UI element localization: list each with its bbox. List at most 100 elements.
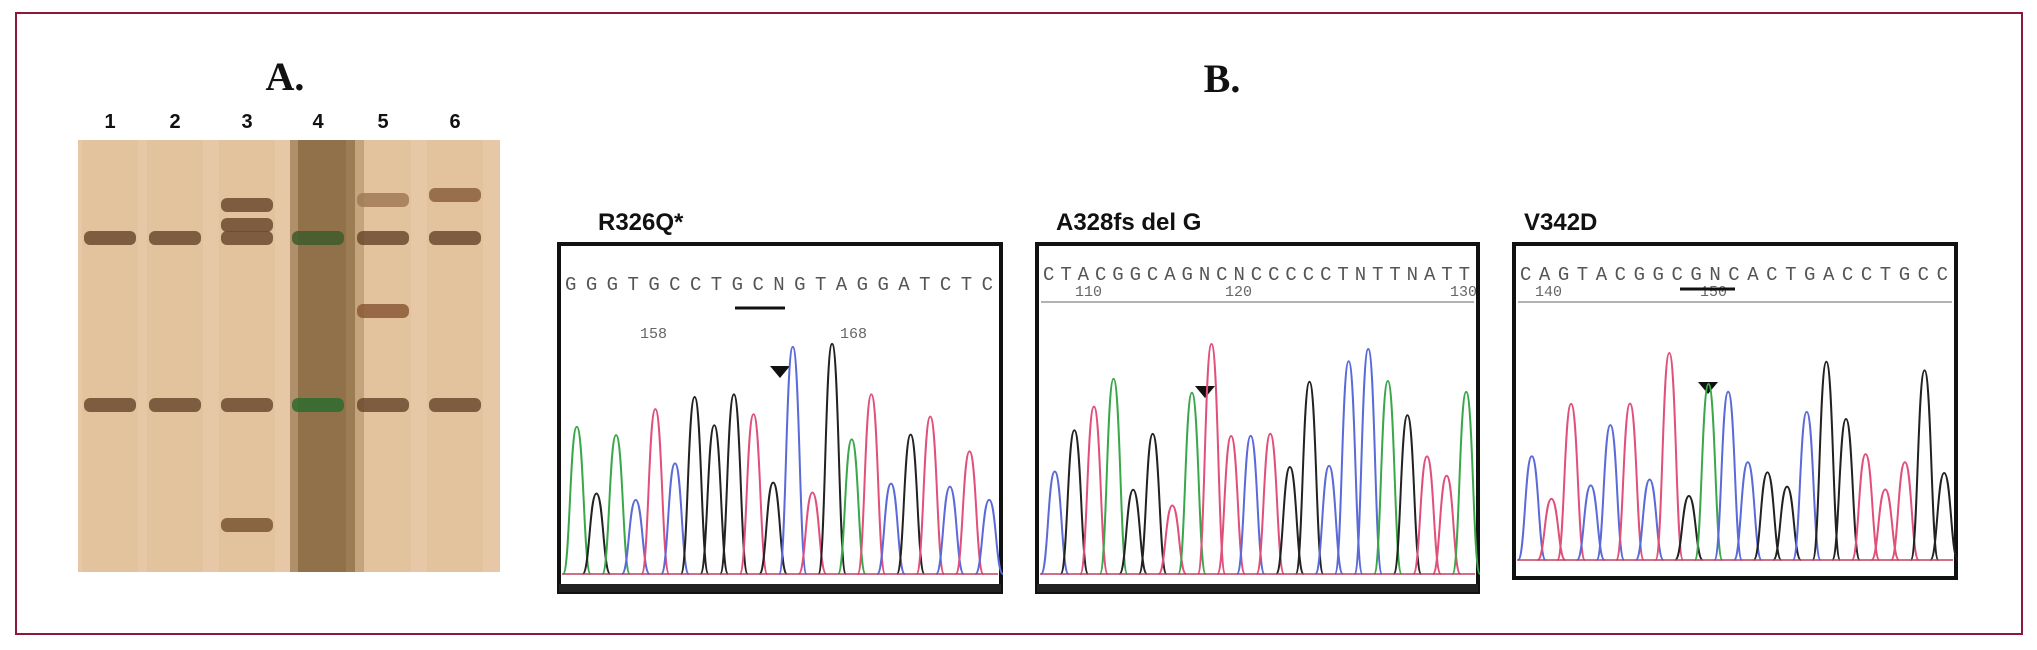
trace-title: A328fs del G [1056, 209, 1201, 236]
gel-band [221, 231, 273, 245]
lane-label: 2 [169, 111, 180, 133]
trace-peak [1059, 429, 1090, 575]
trace-peak [1177, 391, 1207, 575]
trace-sequence: CTACGGCAGNCNCCCCCTNTTNATT [1043, 264, 1472, 286]
gel-band [357, 231, 409, 245]
trace-peak [1654, 352, 1684, 561]
gel-band [84, 231, 136, 245]
trace-peak [1811, 360, 1842, 561]
trace-frame [1512, 242, 1958, 580]
trace-position: 130 [1450, 284, 1477, 301]
gel-band [429, 231, 481, 245]
trace-title: R326Q* [598, 209, 684, 236]
trace-peak [974, 498, 1004, 575]
trace-peak [1556, 402, 1586, 561]
gel-band [221, 398, 273, 412]
trace-peak [778, 345, 808, 575]
trace-position: 150 [1700, 284, 1727, 301]
gel-band [357, 398, 409, 412]
trace-peak [1392, 414, 1423, 575]
trace-peak [1451, 390, 1481, 575]
trace-peak [1792, 410, 1822, 561]
lane-streak [147, 140, 203, 572]
lane-label: 5 [377, 111, 388, 133]
mutation-arrow [1698, 382, 1718, 394]
gel-band [357, 193, 409, 207]
gel-band [292, 231, 344, 245]
trace-peak [719, 393, 749, 575]
gel-band [221, 518, 273, 532]
lane-streak [290, 140, 346, 572]
trace-peak [679, 395, 710, 575]
trace-position: 110 [1075, 284, 1102, 301]
trace-sequence: CAGTACGGCGNCACTGACCTGCC [1520, 264, 1950, 286]
gel-band [292, 398, 344, 412]
trace-title: V342D [1524, 209, 1597, 236]
trace-peak [1929, 472, 1959, 561]
trace-peak [1098, 377, 1129, 575]
lane-streak [355, 140, 411, 572]
trace-peak [1752, 471, 1783, 561]
trace-peak [895, 433, 926, 575]
trace-position: 120 [1225, 284, 1252, 301]
trace-peak [699, 424, 729, 575]
trace-peak [1138, 432, 1168, 575]
trace-peak [1517, 455, 1547, 561]
trace-peak [1196, 342, 1227, 575]
trace-sequence: GGGTGCCTGCNGTAGGATCTC [565, 274, 995, 296]
trace-peak [1595, 424, 1626, 561]
trace-peak [1713, 390, 1743, 561]
gel-band [149, 231, 201, 245]
trace-peak [1909, 369, 1940, 561]
trace-peak [1294, 380, 1325, 575]
panel-a-label: A. [266, 54, 305, 99]
trace-peak [1373, 379, 1403, 575]
mutation-arrow [1195, 386, 1215, 398]
trace-peak [1831, 417, 1861, 561]
gel-band [357, 304, 409, 318]
trace-peak [1850, 453, 1881, 561]
figure-border [15, 12, 2023, 635]
lane-label: 6 [449, 111, 460, 133]
trace-peak [1353, 348, 1383, 575]
lane-label: 4 [312, 111, 324, 133]
lane-streak [82, 140, 138, 572]
gel-band [149, 398, 201, 412]
trace-peak [601, 434, 631, 575]
trace-footer [559, 584, 1001, 592]
trace-peak [1733, 461, 1763, 561]
trace-position: 158 [640, 326, 667, 343]
trace-peak [738, 413, 769, 575]
chromatograms: R326Q* GGGTGCCTGCNGTAGGATCTC 158 168 A328fs … [557, 209, 1959, 594]
trace-peak [1693, 383, 1724, 561]
gel-band [221, 218, 273, 232]
trace-position: 140 [1535, 284, 1562, 301]
trace-peak [1615, 402, 1645, 561]
trace-peak [915, 415, 945, 575]
trace-peak [1412, 455, 1442, 575]
gel-image: 1 2 3 4 5 6 [78, 111, 500, 572]
trace-peak [1333, 360, 1364, 575]
trace-peak [1236, 434, 1266, 575]
trace-peak [1255, 432, 1285, 575]
gel-band [429, 188, 481, 202]
trace-footer [1037, 584, 1478, 592]
trace-peak [1079, 405, 1109, 575]
mutation-arrow [770, 366, 790, 378]
trace-peak [1216, 434, 1246, 575]
trace-peak [856, 393, 887, 575]
lane-label: 1 [104, 111, 115, 133]
gel-band [429, 398, 481, 412]
trace-position: 168 [840, 326, 867, 343]
lane-streak [427, 140, 483, 572]
gel-band [221, 198, 273, 212]
gel-band [84, 398, 136, 412]
lane-label: 3 [241, 111, 252, 133]
trace-peak [837, 438, 867, 575]
trace-peak [817, 342, 847, 575]
trace-peak [954, 450, 985, 575]
trace-peak [640, 408, 671, 575]
panel-b-label: B. [1204, 56, 1241, 101]
trace-peak [562, 425, 592, 575]
